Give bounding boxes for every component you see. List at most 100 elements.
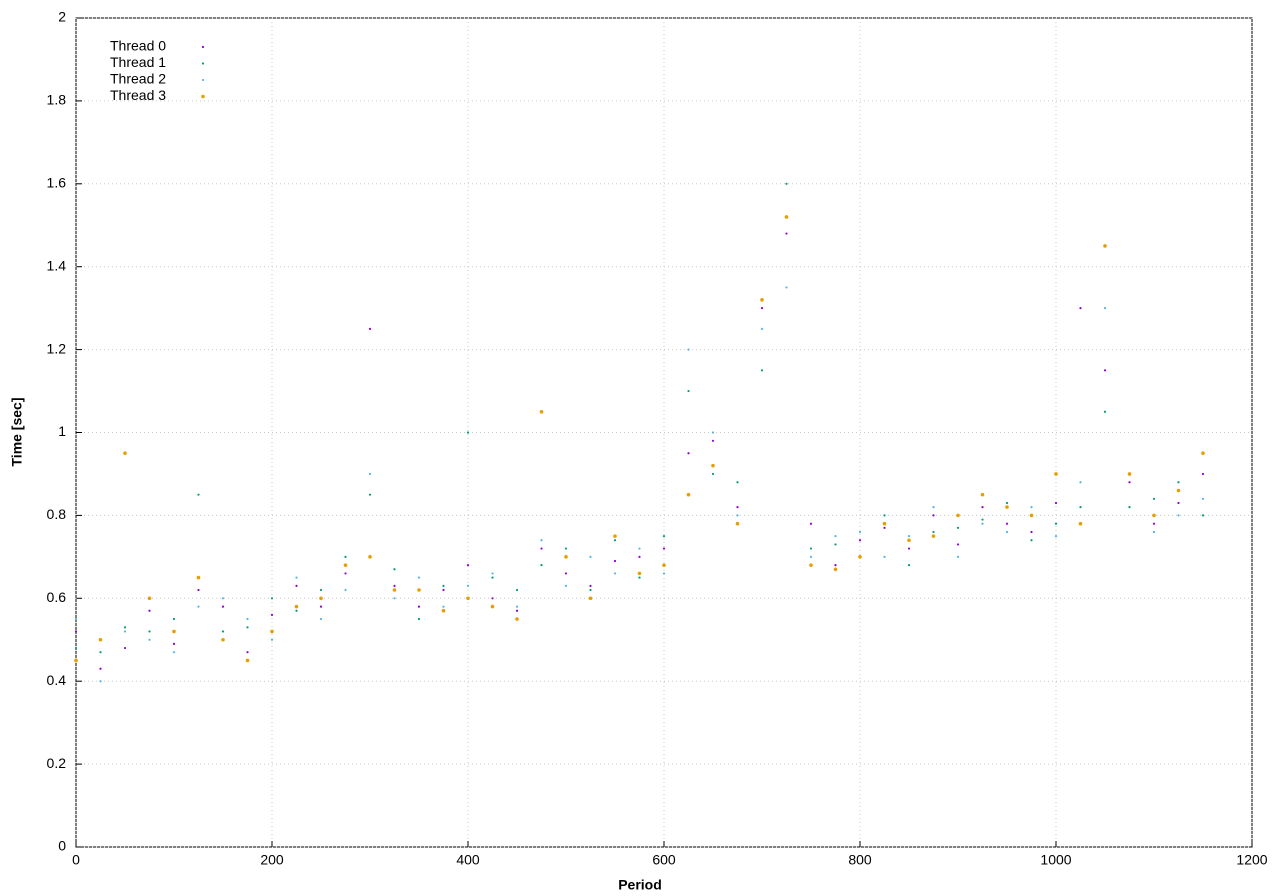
- legend-swatch: [201, 62, 205, 65]
- x-tick-label: 1200: [1236, 852, 1267, 868]
- point: [736, 506, 739, 509]
- point: [1177, 481, 1180, 484]
- point: [441, 608, 446, 613]
- point: [711, 472, 715, 476]
- point: [1005, 522, 1009, 525]
- point: [711, 463, 715, 468]
- point: [613, 559, 617, 563]
- point: [980, 492, 985, 497]
- point: [1128, 481, 1131, 484]
- point: [1152, 513, 1156, 518]
- legend-swatch: [201, 78, 205, 82]
- point: [564, 584, 568, 587]
- y-tick-label: 1: [58, 423, 66, 439]
- point: [956, 555, 960, 558]
- point: [932, 530, 935, 534]
- point: [1030, 530, 1033, 534]
- y-tick-label: 0.6: [47, 589, 67, 605]
- point: [1201, 497, 1205, 500]
- point: [368, 472, 372, 476]
- point: [907, 538, 911, 543]
- point: [74, 646, 78, 650]
- y-tick-label: 1.8: [47, 92, 67, 108]
- point: [882, 521, 887, 526]
- point: [883, 555, 886, 558]
- point: [515, 588, 519, 592]
- point: [393, 568, 396, 571]
- point: [319, 617, 323, 621]
- point: [907, 535, 911, 538]
- point: [466, 596, 470, 601]
- y-tick-label: 0.4: [47, 672, 67, 688]
- point: [295, 609, 298, 612]
- point: [491, 576, 494, 579]
- point: [809, 555, 813, 558]
- point: [858, 539, 862, 542]
- point: [1054, 522, 1058, 525]
- point: [981, 522, 984, 525]
- point: [1079, 307, 1082, 310]
- point: [662, 563, 666, 567]
- point: [515, 617, 519, 621]
- point: [784, 215, 789, 219]
- point: [1054, 535, 1058, 538]
- point: [760, 369, 764, 372]
- point: [515, 605, 519, 608]
- x-tick-label: 400: [456, 852, 480, 868]
- point: [98, 637, 103, 642]
- point: [809, 547, 813, 550]
- point: [294, 604, 299, 609]
- point: [147, 596, 152, 601]
- point: [221, 597, 225, 600]
- point: [736, 514, 739, 517]
- point: [196, 575, 201, 580]
- point: [956, 526, 960, 529]
- x-tick-label: 200: [260, 852, 284, 868]
- point: [931, 534, 936, 538]
- point: [1152, 530, 1156, 534]
- point: [858, 530, 862, 534]
- point: [637, 571, 642, 576]
- point: [172, 642, 176, 645]
- legend-swatch: [201, 45, 205, 49]
- point: [638, 576, 641, 579]
- y-tick-label: 1.2: [47, 340, 67, 356]
- point: [956, 513, 960, 518]
- point: [319, 588, 323, 592]
- y-tick-label: 0.8: [47, 506, 67, 522]
- point: [564, 547, 568, 550]
- point: [760, 307, 764, 310]
- point: [368, 493, 372, 496]
- point: [883, 526, 886, 529]
- point: [1176, 488, 1181, 493]
- legend-label: Thread 3: [110, 87, 166, 103]
- point: [74, 630, 78, 633]
- point: [1177, 501, 1180, 505]
- point: [221, 630, 225, 633]
- point: [539, 409, 544, 414]
- point: [393, 584, 396, 587]
- point: [785, 232, 788, 235]
- point: [466, 584, 470, 587]
- point: [1103, 410, 1107, 413]
- point: [834, 564, 837, 567]
- point: [981, 506, 984, 509]
- point: [393, 597, 396, 600]
- point: [1103, 307, 1107, 310]
- point: [1079, 481, 1082, 484]
- point: [662, 572, 666, 575]
- point: [613, 539, 617, 542]
- point: [148, 638, 151, 641]
- point: [319, 596, 323, 601]
- point: [295, 584, 298, 587]
- point: [1201, 514, 1205, 517]
- y-tick-label: 1.6: [47, 175, 67, 191]
- point: [417, 617, 421, 621]
- point: [638, 547, 641, 550]
- point: [834, 543, 837, 546]
- point: [270, 597, 274, 600]
- point: [588, 596, 593, 601]
- point: [686, 492, 691, 497]
- point: [392, 588, 397, 592]
